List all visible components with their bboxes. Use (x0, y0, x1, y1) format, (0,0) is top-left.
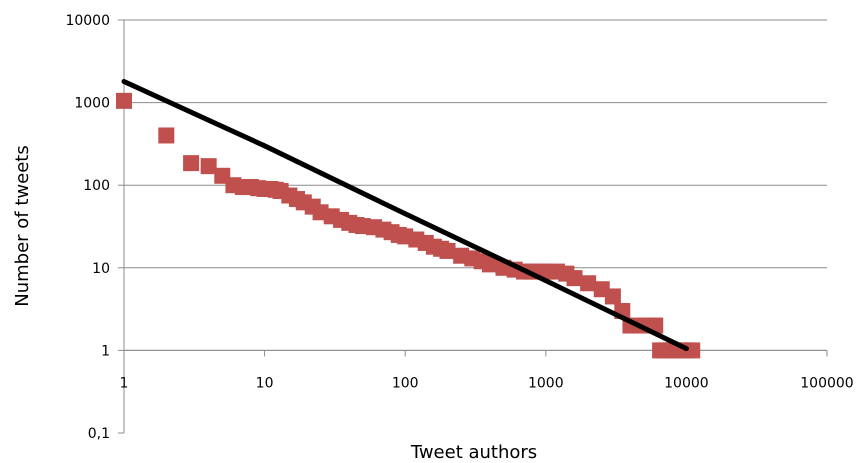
data-point (566, 270, 583, 287)
y-tick-label: 10 (92, 261, 110, 277)
y-tick-label: 10000 (65, 13, 110, 29)
data-point (439, 242, 456, 259)
data-point (158, 127, 175, 144)
y-tick-label: 100 (83, 178, 110, 194)
data-point (604, 288, 621, 305)
y-axis-title: Number of tweets (12, 145, 33, 306)
trendline (121, 79, 689, 352)
x-tick-label: 1000 (528, 375, 564, 391)
axes (118, 19, 828, 434)
x-tick-label: 10000 (664, 375, 709, 391)
tick-labels: 0,1 1 10 100 1000 10000 1 10 100 1000 10000 100000 (65, 13, 853, 442)
x-tick-label: 1 (120, 375, 129, 391)
data-point (481, 256, 498, 273)
y-tick-label: 1 (101, 343, 110, 359)
x-tick-label: 100 (392, 375, 419, 391)
data-point (684, 342, 701, 359)
data-point (183, 155, 200, 172)
x-axis-title: Tweet authors (410, 442, 537, 463)
x-tick-label: 10 (256, 375, 274, 391)
x-tick-label: 100000 (800, 375, 853, 391)
data-points (116, 92, 701, 359)
trendline-group (121, 79, 689, 352)
data-point (116, 92, 132, 109)
y-tick-label: 1000 (74, 96, 110, 112)
data-point (200, 158, 217, 175)
y-tick-label: 0,1 (88, 426, 110, 442)
data-point (580, 275, 597, 292)
